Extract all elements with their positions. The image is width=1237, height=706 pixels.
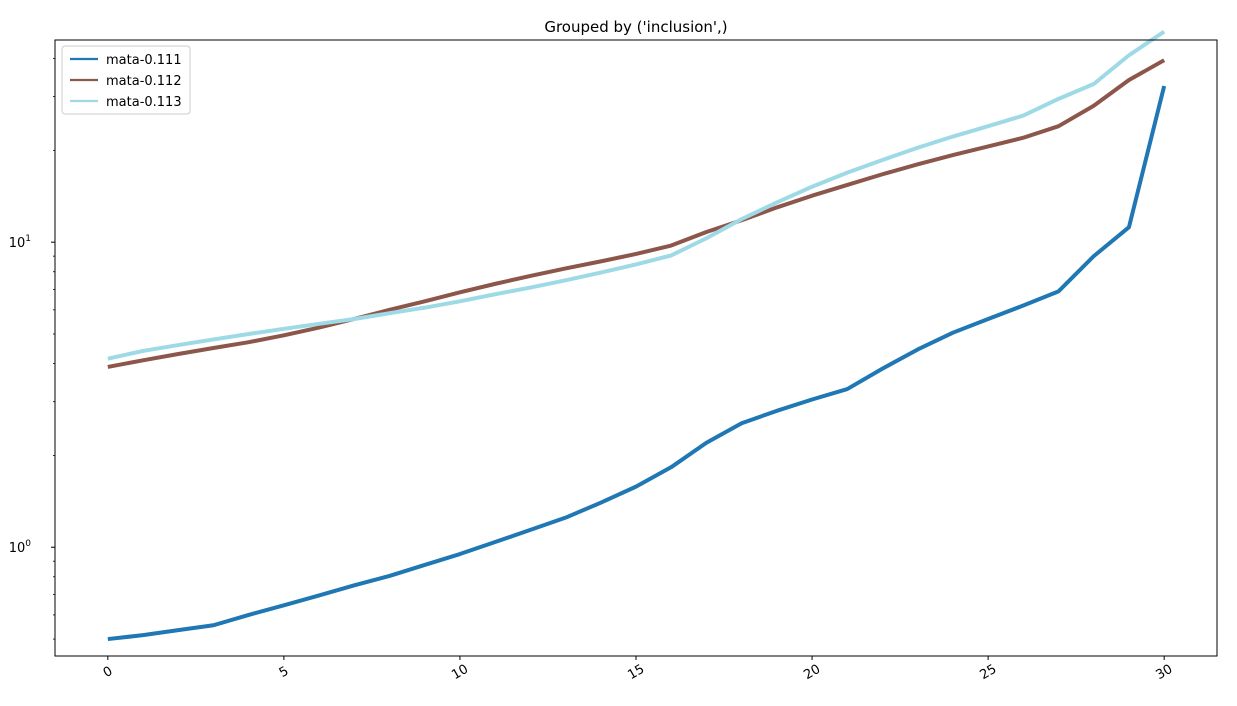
x-tick-label: 15 [625,662,647,683]
legend-box [61,45,191,115]
y-tick-label: 100 [9,539,32,556]
series-line-mata-0.113 [107,29,1166,361]
legend-label: mata-0.113 [106,95,182,110]
legend-label: mata-0.111 [106,53,182,68]
x-tick-label: 30 [1154,662,1176,683]
legend-label: mata-0.112 [106,74,182,89]
series-line-mata-0.112 [107,58,1166,369]
x-tick-label: 25 [977,662,999,683]
series-line-mata-0.111 [107,85,1167,642]
y-tick-label: 101 [9,234,31,251]
series-layer [107,29,1167,642]
chart-title: Grouped by ('inclusion',) [544,18,727,36]
x-tick-label: 10 [449,662,471,683]
legend: mata-0.111 mata-0.112 mata-0.113 [61,45,191,115]
x-tick-label: 20 [801,662,823,683]
